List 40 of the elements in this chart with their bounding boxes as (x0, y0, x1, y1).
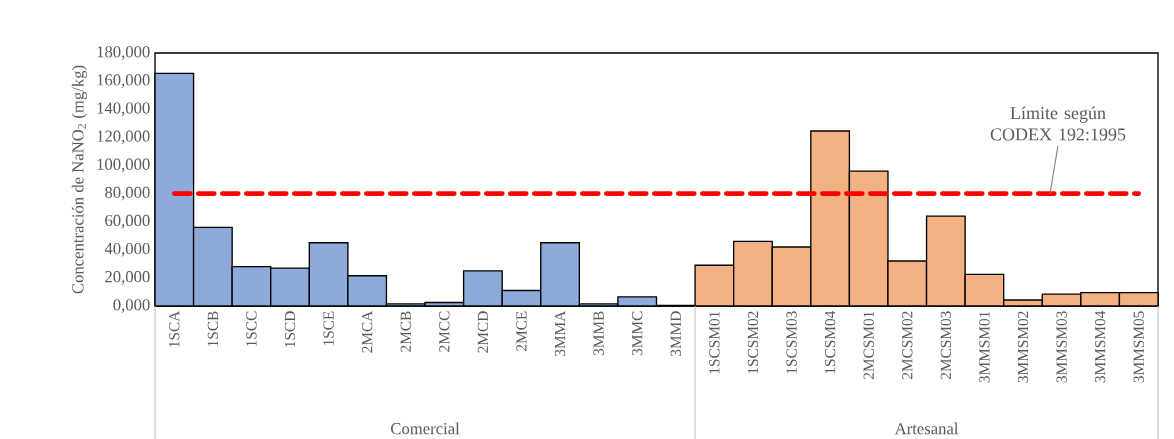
x-tick-label: 2MCB (400, 311, 411, 352)
x-tick-label: 3MMB (593, 311, 604, 356)
x-tick-label: 1SCSM04 (824, 310, 836, 374)
x-tick-label: 3MMC (632, 311, 643, 356)
x-tick-label: 1SCE (323, 311, 334, 346)
x-tick-label: 3MMA (554, 310, 566, 356)
x-tick-label: 1SCSM03 (786, 311, 797, 374)
y-tick-label: 180,000 (97, 46, 150, 60)
y-tick-label: 120,000 (97, 130, 150, 145)
y-axis-title: Concentración de NaNO$_{2}$ (mg/kg) (71, 65, 87, 294)
x-tick-label: 3MMD (670, 311, 681, 356)
x-tick-label: 2MCSM01 (863, 311, 874, 380)
y-tick-label: 40,000 (104, 242, 150, 257)
x-tick-label: 3MMSM01 (979, 311, 990, 383)
y-tick-label: 140,000 (97, 102, 150, 117)
x-tick-label: 3MMSM02 (1017, 311, 1029, 383)
x-tick-label: 1SCB (207, 311, 219, 347)
y-tick-label: 160,000 (97, 74, 150, 88)
x-tick-label: 2MCSM02 (902, 311, 913, 380)
y-tick-label: 20,000 (105, 271, 150, 285)
x-tick-label: 2MCE (516, 311, 527, 351)
x-tick-label: 1SCC (246, 311, 257, 347)
x-tick-label: 3MMSM05 (1133, 311, 1144, 383)
x-tick-label: 1SCA (169, 310, 180, 347)
x-tick-label: 1SCSM02 (747, 311, 759, 374)
x-tick-label: 2MCSM03 (940, 311, 952, 380)
x-tick-label: 1SCD (284, 311, 296, 347)
x-tick-label: 2MCD (477, 311, 489, 353)
x-tick-label: 2MCA (362, 310, 373, 353)
y-tick-label: 80,000 (105, 186, 150, 201)
x-tick-label: 3MMSM04 (1094, 310, 1106, 383)
y-tick-label: 100,000 (97, 158, 150, 173)
text: Comercial (391, 422, 460, 435)
y-tick-label: 60,000 (105, 214, 150, 229)
text: Artesanal (894, 422, 959, 435)
x-tick-label: 3MMSM03 (1056, 311, 1067, 383)
x-tick-label: 2MCC (439, 311, 450, 352)
x-tick-label: 1SCSM01 (709, 311, 720, 374)
annotation: Límite según CODEX 192:1995 (990, 106, 1126, 141)
y-tick-label: 0,000 (113, 299, 150, 313)
